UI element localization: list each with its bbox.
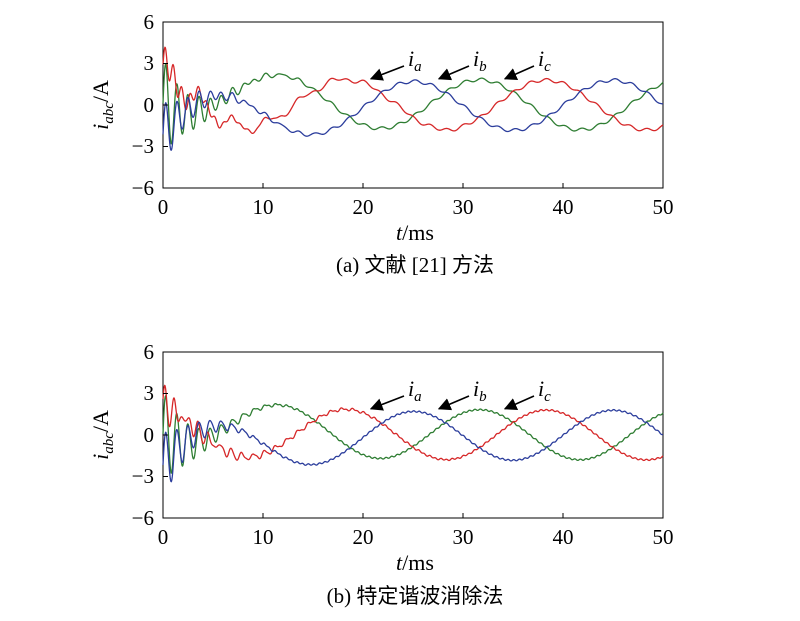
arrow-ia-a [369,65,405,81]
ytick-label-b-3: −3 [132,464,154,488]
x-ticks-b [162,513,664,518]
ytick-label-a-1: 3 [144,51,155,75]
y-axis-label-b: iabc/A [88,410,117,460]
xtick-label-a-2: 20 [353,195,374,219]
panel-b: 0 10 20 30 40 50 6 3 0 −3 −6 iabc/A t/ms… [88,340,674,608]
xtick-label-b-3: 30 [453,525,474,549]
ytick-label-a-3: −3 [132,134,154,158]
label-ib-a: ib [473,46,487,75]
y-axis-label-a: iabc/A [88,80,117,130]
series-line-ic-b [162,408,664,483]
series-group-b [162,384,664,483]
ytick-label-b-0: 6 [144,340,155,364]
label-ia-b: ia [408,376,422,405]
x-ticks-a [162,183,664,188]
series-line-ia-b [162,395,664,474]
ytick-label-b-4: −6 [132,506,154,530]
annotation-ia-a: ia [369,46,422,81]
xtick-label-a-0: 0 [158,195,169,219]
xtick-label-b-0: 0 [158,525,169,549]
annotation-ia-b: ia [369,376,422,411]
caption-a: (a) 文献 [21] 方法 [336,253,494,277]
xtick-label-a-3: 30 [453,195,474,219]
caption-b: (b) 特定谐波消除法 [327,584,504,608]
ytick-label-a-0: 6 [144,10,155,34]
xtick-label-b-5: 50 [653,525,674,549]
arrow-ib-b [437,395,470,411]
plot-area-a [162,21,664,189]
panel-a: 0 10 20 30 40 50 6 3 0 −3 −6 iabc/A t/ms… [88,10,674,277]
series-group-a [162,46,664,151]
series-line-ic-a [162,78,664,151]
ytick-label-b-1: 3 [144,381,155,405]
plot-area-b [162,351,664,519]
label-ic-b: ic [538,376,551,405]
xtick-label-b-1: 10 [253,525,274,549]
label-ic-a: ic [538,46,551,75]
xtick-label-a-5: 50 [653,195,674,219]
x-axis-label-a: t/ms [396,220,434,245]
ytick-label-a-4: −6 [132,176,154,200]
xtick-label-b-4: 40 [553,525,574,549]
ytick-label-a-2: 0 [144,93,155,117]
xtick-label-b-2: 20 [353,525,374,549]
x-axis-label-b: t/ms [396,550,434,575]
y-ticks-b [163,351,168,519]
arrow-ia-b [369,395,405,411]
annotation-ic-b: ic [503,376,551,410]
annotation-ib-a: ib [437,46,487,81]
annotation-ic-a: ic [503,46,551,80]
arrow-ic-a [503,65,535,80]
xtick-label-a-1: 10 [253,195,274,219]
label-ib-b: ib [473,376,487,405]
label-ia-a: ia [408,46,422,75]
ytick-label-b-2: 0 [144,423,155,447]
arrow-ic-b [503,395,535,410]
series-line-ia-a [162,63,664,145]
xtick-label-a-4: 40 [553,195,574,219]
arrow-ib-a [437,65,470,81]
annotation-ib-b: ib [437,376,487,411]
y-ticks-a [163,21,168,189]
